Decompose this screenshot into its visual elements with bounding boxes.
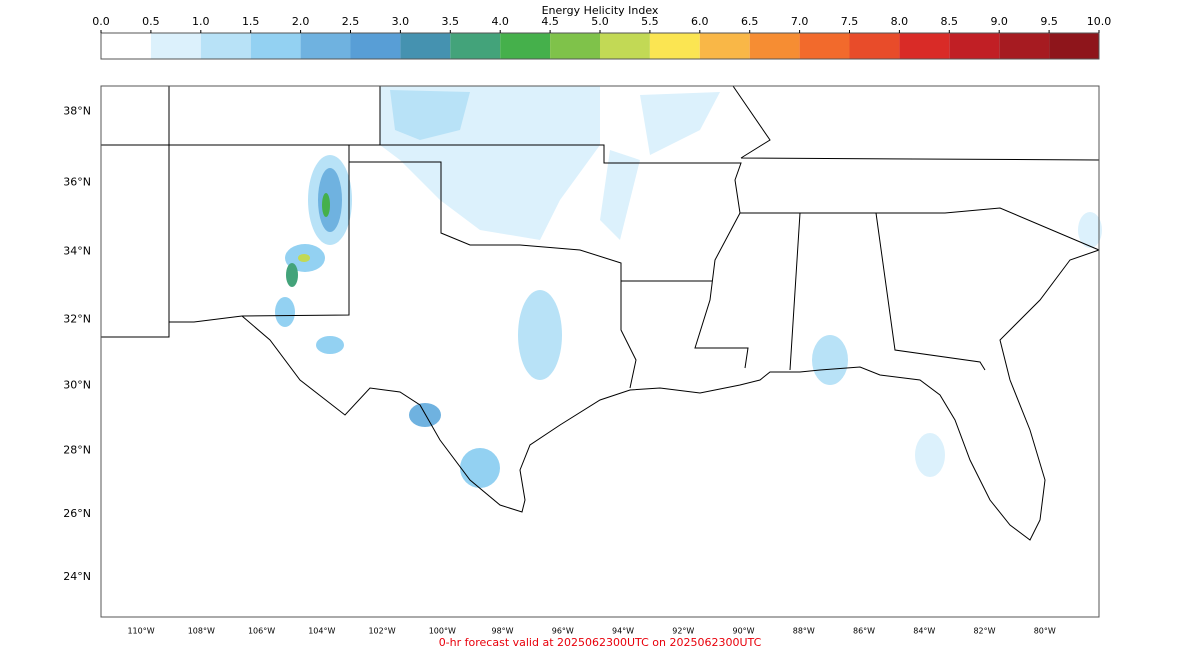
colorbar-swatch (550, 33, 600, 59)
lon-label: 94°W (612, 627, 634, 636)
colorbar-tick-label: 10.0 (1087, 15, 1112, 28)
lon-label: 96°W (552, 627, 574, 636)
colorbar-swatch (300, 33, 351, 59)
lat-label: 24°N (63, 570, 91, 583)
lon-label: 108°W (188, 627, 215, 636)
colorbar-swatch (649, 33, 700, 59)
colorbar-swatch (101, 33, 151, 59)
lat-label: 26°N (63, 507, 91, 520)
colorbar: 0.0 0.5 1.0 1.5 2.0 2.5 3.0 3.5 4.0 4.5 5.0 5.5 6.0 6… (92, 15, 1112, 60)
colorbar-swatch (999, 33, 1050, 59)
lat-label: 34°N (63, 245, 91, 258)
colorbar-tick-label: 2.5 (342, 15, 360, 28)
colorbar-tick-label: 4.5 (541, 15, 559, 28)
colorbar-tick-label: 0.5 (142, 15, 160, 28)
colorbar-swatch (699, 33, 750, 59)
colorbar-tick-label: 1.5 (242, 15, 260, 28)
lon-label: 104°W (308, 627, 335, 636)
lon-label: 92°W (672, 627, 694, 636)
colorbar-tick-label: 2.0 (292, 15, 310, 28)
lon-label: 88°W (793, 627, 815, 636)
colorbar-swatch (200, 33, 251, 59)
lon-label: 80°W (1034, 627, 1056, 636)
lon-label: 86°W (853, 627, 875, 636)
colorbar-tick-label: 5.0 (591, 15, 609, 28)
colorbar-swatch (450, 33, 501, 59)
colorbar-tick-label: 6.0 (691, 15, 709, 28)
colorbar-swatch (400, 33, 451, 59)
colorbar-swatch (350, 33, 401, 59)
footer: 0-hr forecast valid at 2025062300UTC on … (439, 636, 762, 649)
colorbar-swatch (749, 33, 800, 59)
lon-label: 90°W (732, 627, 754, 636)
colorbar-swatch (1049, 33, 1099, 59)
colorbar-tick-label: 1.0 (192, 15, 210, 28)
weather-field (275, 86, 1102, 488)
axis-labels: 38°N 36°N 34°N 32°N 30°N 28°N 26°N 24°N 110°W 108… (63, 104, 1056, 635)
colorbar-tick-label: 5.5 (641, 15, 659, 28)
lon-label: 82°W (973, 627, 995, 636)
lat-label: 38°N (63, 104, 91, 117)
colorbar-tick-label: 9.5 (1040, 15, 1058, 28)
colorbar-swatch (250, 33, 301, 59)
lon-label: 106°W (248, 627, 275, 636)
lon-label: 102°W (368, 627, 395, 636)
lon-label: 100°W (429, 627, 456, 636)
lat-label: 36°N (63, 175, 91, 188)
lon-label: 98°W (492, 627, 514, 636)
colorbar-tick-label: 7.0 (791, 15, 809, 28)
colorbar-tick-label: 3.5 (442, 15, 460, 28)
colorbar-tick-label: 0.0 (92, 15, 110, 28)
colorbar-swatch (949, 33, 1000, 59)
colorbar-tick-label: 4.0 (491, 15, 509, 28)
colorbar-swatch (849, 33, 900, 59)
lon-label: 84°W (913, 627, 935, 636)
colorbar-swatch (150, 33, 201, 59)
colorbar-tick-label: 8.5 (941, 15, 959, 28)
colorbar-tick-label: 8.0 (891, 15, 909, 28)
colorbar-swatch (899, 33, 950, 59)
colorbar-title: Energy Helicity Index (542, 4, 659, 17)
colorbar-swatch (799, 33, 850, 59)
colorbar-tick-label: 9.0 (990, 15, 1008, 28)
colorbar-tick-label: 3.0 (392, 15, 410, 28)
map-frame (100, 85, 1100, 618)
lon-label: 110°W (127, 627, 154, 636)
boundaries (101, 85, 1100, 541)
colorbar-swatch (600, 33, 650, 59)
lat-label: 30°N (63, 379, 91, 392)
colorbar-tick-label: 6.5 (741, 15, 759, 28)
colorbar-swatch (500, 33, 551, 59)
lat-label: 32°N (63, 312, 91, 325)
colorbar-tick-label: 7.5 (841, 15, 859, 28)
lat-label: 28°N (63, 443, 91, 456)
